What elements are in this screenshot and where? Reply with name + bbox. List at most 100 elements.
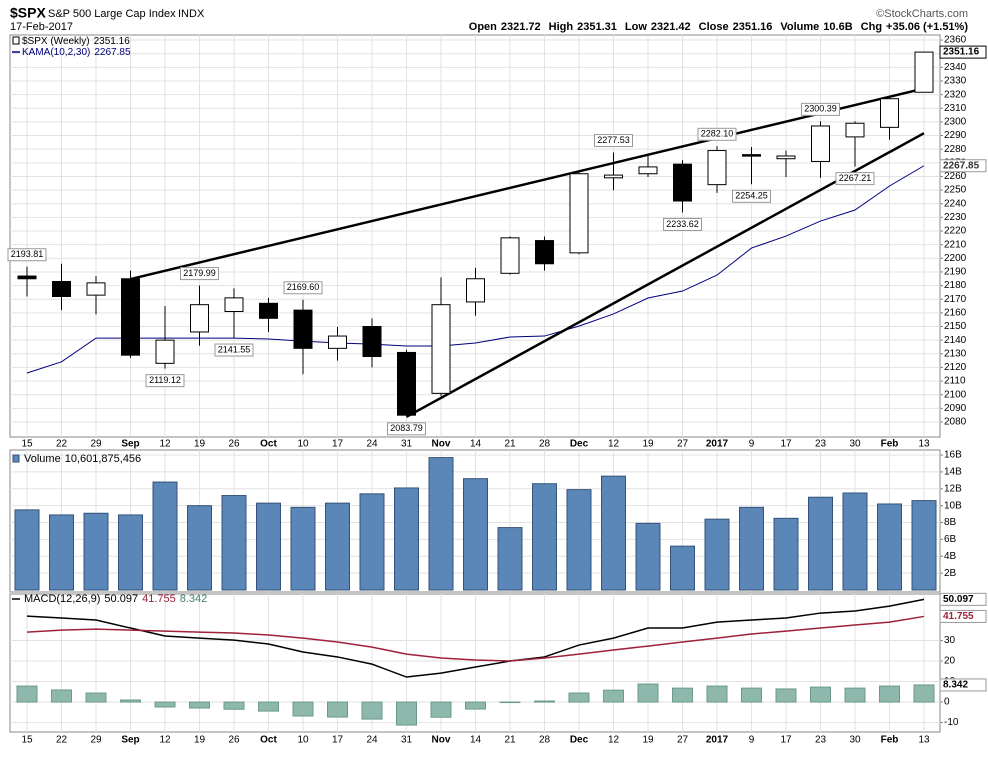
x-tick-label: 23 [815,439,827,450]
y-tick-label: 6B [944,534,957,545]
x-tick-label: 12 [608,439,620,450]
legend-value: 2351.16 [94,36,131,47]
candle-body [431,304,451,394]
histogram-bar [775,688,797,703]
x-tick-label: 9 [749,735,755,746]
source: ©StockCharts.com [876,8,968,20]
volume-bar [290,506,316,591]
volume-bar [359,493,385,591]
quote-label: Low [625,21,647,33]
candle-body [362,326,382,358]
histogram-bar [120,699,141,703]
y-tick-label: 2230 [944,212,967,223]
price-label: 2193.81 [11,249,44,259]
x-tick-label: 2017 [706,735,729,746]
volume-bar [532,483,557,591]
candle-body [52,280,71,297]
x-tick-label: Nov [432,439,451,450]
histogram-bar [430,701,452,718]
candle-body [914,51,934,93]
legend-swatch [12,36,20,45]
volume-bar [911,500,937,591]
candle-body [638,166,658,175]
histogram-bar [361,701,383,720]
value-tag [939,678,987,692]
value-tag [939,609,987,623]
volume-bar [152,481,178,591]
histogram-bar [568,692,590,703]
legend-swatch [12,454,20,463]
x-tick-label: 2017 [706,439,729,450]
value-tag [939,159,987,173]
price-label-box [732,189,771,203]
histogram-bar [672,687,693,703]
quote-value: 10.6B [823,21,852,33]
quote-value: 2351.31 [577,21,617,33]
y-tick-label: 2100 [944,389,967,400]
quote-label: Open [469,21,497,33]
x-tick-label: Oct [260,439,277,450]
x-tick-label: 14 [470,735,482,746]
y-tick-label: 2140 [944,335,967,346]
legend-name: KAMA(10,2,30) [22,47,90,58]
x-tick-label: 19 [194,439,206,450]
volume-bar [635,522,661,591]
y-tick-label: 16B [944,450,962,461]
price-label-box [697,127,737,141]
y-tick-label: 2310 [944,103,967,114]
y-tick-label: 14B [944,467,962,478]
candle-body [707,150,727,186]
price-label-box [387,422,426,436]
y-tick-label: 8B [944,517,957,528]
price-label: 2267.21 [839,173,872,183]
y-tick-label: 2120 [944,362,967,373]
price-label-box [180,267,219,281]
x-tick-label: 28 [539,735,551,746]
volume-bar [463,478,488,591]
histogram-bar [637,683,659,703]
quote-value: 2321.42 [651,21,691,33]
legend-entry: Volume 10,601,875,456 [24,453,141,465]
x-tick-label: 27 [677,735,689,746]
value-tag-label: 8.342 [943,680,968,691]
candle-body [17,275,37,280]
value-tag-label: 2267.85 [943,160,980,171]
date: 17-Feb-2017 [10,21,73,33]
price-label: 2169.60 [287,282,320,292]
y-tick-label: 2330 [944,76,967,87]
x-tick-label: 12 [159,439,171,450]
price-label-box [7,248,47,262]
x-tick-label: Dec [570,439,589,450]
candle-body [776,155,796,160]
x-tick-label: Sep [121,439,139,450]
y-tick-label: 2B [944,568,957,579]
x-tick-label: 21 [504,735,516,746]
histogram-bar [603,689,624,703]
value-tag-label: 2351.16 [943,47,980,58]
y-tick-label: 2080 [944,417,967,428]
x-tick-label: 19 [642,735,654,746]
volume-bar [49,514,74,591]
volume-bar [256,502,281,591]
y-tick-label: 2090 [944,403,967,414]
candle-body [500,237,520,274]
exchange: INDX [178,8,205,20]
candle-body [535,240,554,265]
value-tag-label: 50.097 [943,594,974,605]
histogram-bar [810,686,831,703]
x-tick-label: 17 [780,439,792,450]
x-tick-label: 30 [849,735,861,746]
x-tick-label: 29 [90,735,102,746]
y-tick-label: 2300 [944,117,967,128]
volume-bar [842,492,868,591]
histogram-bar [844,687,866,703]
legend-entry: $SPX (Weekly) 2351.16 [22,36,130,47]
legend-name: Volume [24,453,61,465]
histogram-bar [741,687,762,703]
x-tick-label: 14 [470,439,482,450]
x-tick-label: 19 [642,439,654,450]
y-tick-label: 0 [944,697,950,708]
trendline [130,87,925,281]
x-tick-label: 13 [918,439,930,450]
